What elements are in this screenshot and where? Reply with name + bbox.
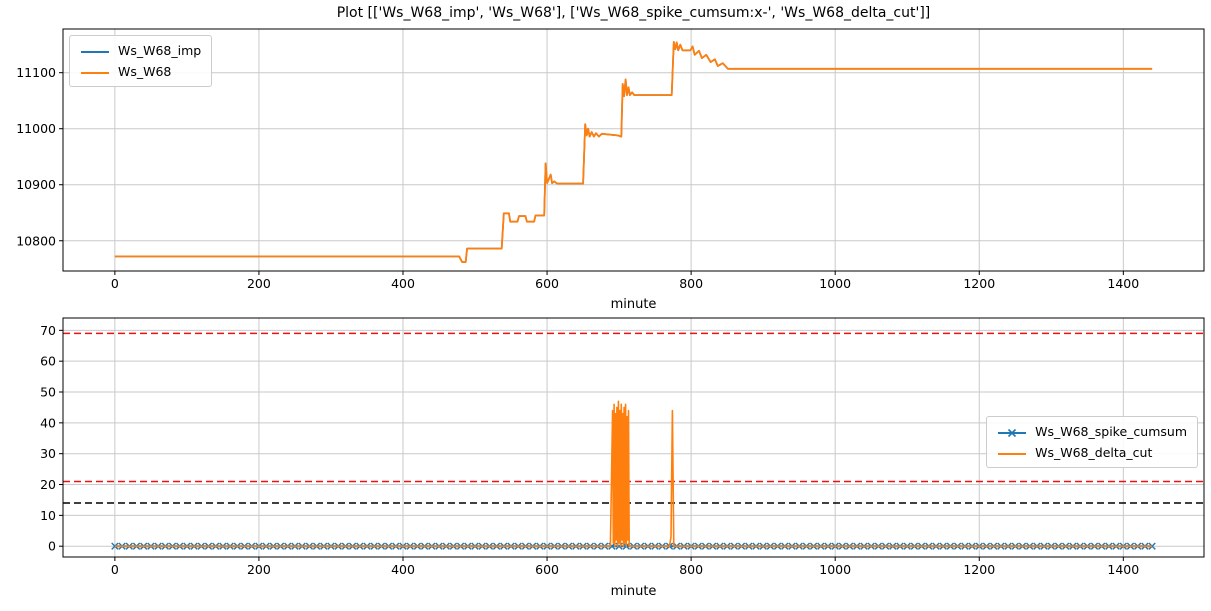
svg-text:1200: 1200	[963, 276, 995, 291]
legend-bottom-right: Ws_W68_spike_cumsum Ws_W68_delta_cut	[986, 416, 1198, 468]
legend-item: Ws_W68_delta_cut	[997, 445, 1187, 460]
svg-text:50: 50	[40, 385, 56, 400]
svg-text:0: 0	[48, 539, 56, 554]
svg-text:200: 200	[247, 562, 271, 577]
svg-text:600: 600	[535, 276, 559, 291]
svg-text:200: 200	[247, 276, 271, 291]
svg-text:400: 400	[391, 562, 415, 577]
legend-label: Ws_W68_spike_cumsum	[1035, 424, 1187, 439]
svg-text:400: 400	[391, 276, 415, 291]
svg-text:70: 70	[40, 323, 56, 338]
svg-text:800: 800	[679, 276, 703, 291]
legend-label: Ws_W68	[118, 64, 172, 79]
svg-text:1000: 1000	[819, 562, 851, 577]
legend-top-left: Ws_W68_imp Ws_W68	[69, 35, 213, 87]
svg-text:10: 10	[40, 508, 56, 523]
subplot-top: 0 200 400 600 800 1000 1200 1400 10800 10900 11000…	[16, 28, 1205, 291]
svg-text:800: 800	[679, 562, 703, 577]
svg-text:60: 60	[40, 354, 56, 369]
legend-label: Ws_W68_delta_cut	[1035, 445, 1153, 460]
legend-label: Ws_W68_imp	[118, 43, 202, 58]
svg-text:1400: 1400	[1107, 276, 1139, 291]
svg-text:1200: 1200	[963, 562, 995, 577]
legend-line-sample-blue	[80, 44, 110, 58]
figure-title: Plot [['Ws_W68_imp', 'Ws_W68'], ['Ws_W68…	[336, 5, 931, 21]
subplot-bottom: 0 200 400 600 800 1000 1200 1400 0 10 20 30 40 50 60 70	[40, 317, 1205, 577]
legend-line-sample-orange	[997, 446, 1027, 460]
legend-line-sample-orange	[80, 65, 110, 79]
bottom-xaxis-label: minute	[610, 584, 657, 599]
svg-text:20: 20	[40, 477, 56, 492]
svg-text:1000: 1000	[819, 276, 851, 291]
svg-text:30: 30	[40, 446, 56, 461]
legend-line-x-marker-sample-blue	[997, 425, 1027, 439]
svg-text:1400: 1400	[1107, 562, 1139, 577]
svg-text:0: 0	[111, 562, 119, 577]
svg-text:0: 0	[111, 276, 119, 291]
svg-text:11100: 11100	[16, 65, 56, 80]
legend-item: Ws_W68_imp	[80, 43, 201, 58]
svg-text:600: 600	[535, 562, 559, 577]
top-xaxis-label: minute	[610, 297, 657, 312]
svg-text:11000: 11000	[16, 121, 56, 136]
svg-text:10800: 10800	[16, 233, 56, 248]
legend-item: Ws_W68	[80, 64, 201, 79]
legend-item: Ws_W68_spike_cumsum	[997, 424, 1187, 439]
svg-text:10900: 10900	[16, 177, 56, 192]
svg-text:40: 40	[40, 415, 56, 430]
